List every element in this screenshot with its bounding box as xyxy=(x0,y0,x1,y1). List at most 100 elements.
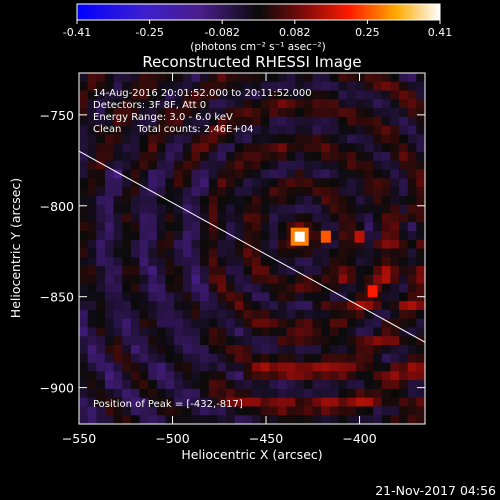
heatmap-cell xyxy=(148,380,158,390)
heatmap-cell xyxy=(200,257,210,267)
heatmap-cell xyxy=(217,213,227,223)
heatmap-cell xyxy=(286,415,296,424)
heatmap-cell xyxy=(312,362,322,372)
heatmap-cell xyxy=(79,301,89,311)
heatmap-cell xyxy=(364,222,374,232)
heatmap-cell xyxy=(321,309,331,320)
heatmap-cell xyxy=(295,187,305,197)
heatmap-cell xyxy=(321,99,331,109)
heatmap-cell xyxy=(104,248,115,258)
heatmap-cell xyxy=(407,178,417,188)
heatmap-cell xyxy=(355,195,366,206)
heatmap-cell xyxy=(182,81,193,92)
heatmap-cell xyxy=(381,274,391,285)
heatmap-cell xyxy=(252,213,262,223)
heatmap-cell xyxy=(113,195,123,206)
heatmap-cell xyxy=(416,239,425,250)
heatmap-cell xyxy=(139,292,149,302)
heatmap-cell xyxy=(399,239,409,250)
heatmap-cell xyxy=(79,397,89,408)
heatmap-cell xyxy=(226,222,236,232)
heatmap-cell xyxy=(148,143,158,153)
heatmap-cell xyxy=(243,81,253,92)
heatmap-cell xyxy=(165,204,175,215)
heatmap-cell xyxy=(234,222,244,232)
heatmap-cell xyxy=(130,266,141,276)
heatmap-cell xyxy=(200,274,210,285)
chart-title: Reconstructed RHESSI Image xyxy=(142,53,361,71)
heatmap-cell xyxy=(260,239,270,250)
heatmap-cell xyxy=(312,353,322,364)
heatmap-cell xyxy=(347,143,357,153)
heatmap-cell xyxy=(364,397,374,408)
colorbar-ticks xyxy=(76,20,441,24)
heatmap-cell xyxy=(165,195,175,206)
heatmap-cell xyxy=(295,301,305,311)
heatmap-cell xyxy=(87,195,97,206)
heatmap-cell xyxy=(399,151,409,162)
heatmap-cell xyxy=(148,274,158,285)
heatmap-cell xyxy=(269,336,279,346)
heatmap-cell xyxy=(191,388,201,399)
heatmap-cell xyxy=(148,388,158,399)
heatmap-cell xyxy=(277,90,288,100)
plot-frame xyxy=(78,72,426,425)
heatmap-cell xyxy=(139,125,149,136)
heatmap-cell xyxy=(347,187,357,197)
heatmap-cell xyxy=(295,125,305,136)
heatmap-cell xyxy=(182,248,193,258)
heatmap-cell xyxy=(399,73,409,83)
heatmap-cell xyxy=(226,169,236,179)
heatmap-cell xyxy=(243,160,253,171)
heatmap-cell xyxy=(286,336,296,346)
heatmap-cell xyxy=(347,397,357,408)
heatmap-cell xyxy=(338,222,348,232)
heatmap-cell xyxy=(139,230,149,241)
heatmap-cell xyxy=(407,301,417,311)
heatmap-cell xyxy=(130,292,141,302)
heatmap-cell xyxy=(260,187,270,197)
heatmap-cell xyxy=(139,81,149,92)
heatmap-cell xyxy=(390,116,400,127)
heatmap-cell xyxy=(277,397,288,408)
heatmap-cell xyxy=(156,283,167,293)
heatmap-cell xyxy=(407,318,417,329)
heatmap-cell xyxy=(79,134,89,144)
heatmap-cell xyxy=(182,318,193,329)
heatmap-cell xyxy=(165,160,175,171)
heatmap-cell xyxy=(139,283,149,293)
heatmap-cell xyxy=(286,108,296,118)
heatmap-cell xyxy=(113,380,123,390)
heatmap-cell xyxy=(130,388,141,399)
heatmap-cell xyxy=(364,81,374,92)
heatmap-cell xyxy=(96,169,106,179)
heatmap-cell xyxy=(139,415,149,424)
heatmap-cell xyxy=(260,406,270,416)
heatmap-cell xyxy=(252,301,262,311)
heatmap-cell xyxy=(329,283,340,293)
heatmap-cell xyxy=(364,318,374,329)
heatmap-cell xyxy=(407,327,417,337)
heatmap-cell xyxy=(416,195,425,206)
heatmap-cell xyxy=(355,362,366,372)
heatmap-cell xyxy=(252,125,262,136)
heatmap-cell xyxy=(321,160,331,171)
heatmap-cell xyxy=(113,309,123,320)
heatmap-cell xyxy=(130,406,141,416)
heatmap-cell xyxy=(407,151,417,162)
heatmap-cell xyxy=(165,406,175,416)
heatmap-cell xyxy=(208,213,218,223)
heatmap-cell xyxy=(338,371,348,381)
heatmap-cell xyxy=(243,116,253,127)
heatmap-cell xyxy=(312,336,322,346)
heatmap-cell xyxy=(381,73,391,83)
sources xyxy=(290,227,378,298)
heatmap-cell xyxy=(79,257,89,267)
heatmap-cell xyxy=(174,187,184,197)
heatmap-cell xyxy=(200,108,210,118)
heatmap-cell xyxy=(243,301,253,311)
heatmap-cell xyxy=(104,318,115,329)
heatmap-cell xyxy=(87,116,97,127)
heatmap-cell xyxy=(243,406,253,416)
heatmap-cell xyxy=(252,222,262,232)
